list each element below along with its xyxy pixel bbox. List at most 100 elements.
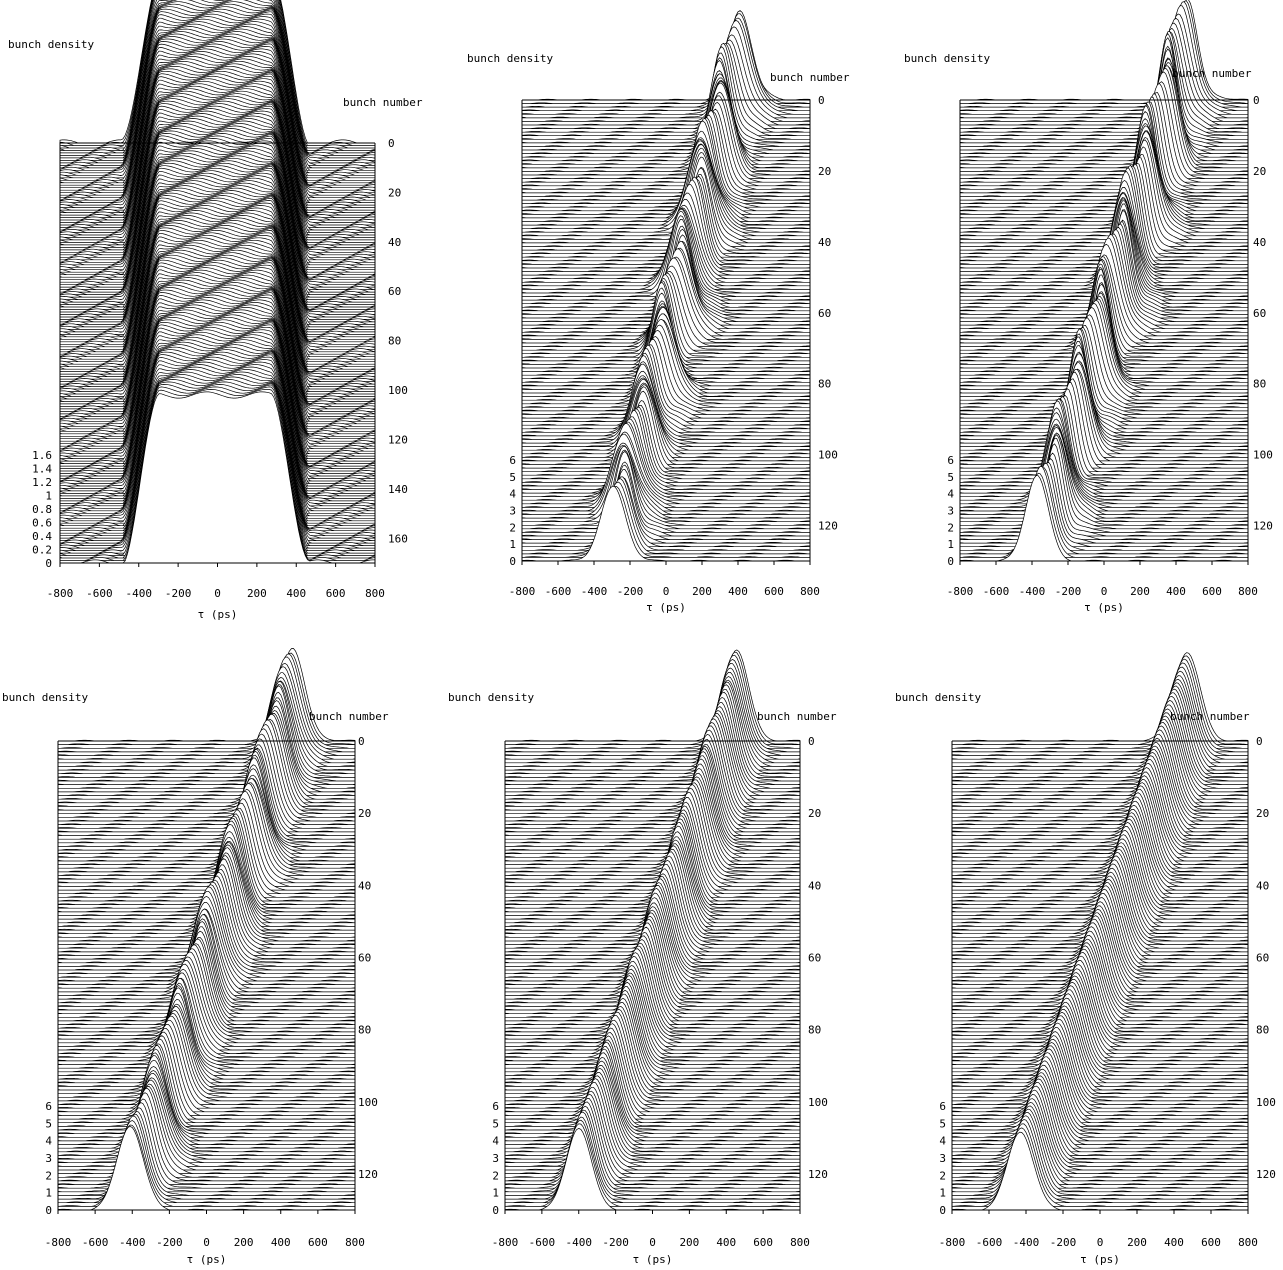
bunch-tick-label: 160 — [388, 532, 408, 545]
trace-bunch-32 — [504, 767, 800, 858]
trace-bunch-85 — [58, 963, 356, 1051]
density-tick-label: 0 — [509, 555, 516, 568]
trace-bunch-32 — [959, 118, 1248, 215]
bunch-axis-label: bunch number — [1172, 67, 1252, 80]
trace-bunch-0 — [522, 12, 811, 101]
trace-bunch-104 — [522, 400, 811, 473]
density-tick-label: 0.8 — [32, 503, 52, 516]
bunch-tick-label: 40 — [358, 879, 371, 892]
density-tick-label: 1.2 — [32, 476, 52, 489]
bunch-tick-label: 60 — [808, 951, 821, 964]
trace-bunch-88 — [57, 977, 355, 1062]
bunch-axis-label: bunch number — [309, 710, 389, 723]
trace-bunch-40 — [504, 797, 801, 887]
bunch-axis-label: bunch number — [757, 710, 837, 723]
trace-bunch-125 — [522, 476, 811, 548]
x-tick-label: 200 — [247, 587, 267, 600]
trace-bunch-36 — [58, 782, 356, 873]
trace-bunch-22 — [522, 91, 811, 179]
trace-bunch-100 — [57, 1019, 355, 1105]
trace-bunch-122 — [959, 452, 1248, 537]
trace-bunch-90 — [952, 985, 1249, 1069]
trace-bunch-37 — [505, 784, 800, 876]
density-tick-label: 3 — [947, 505, 954, 518]
trace-bunch-34 — [960, 125, 1249, 222]
trace-bunch-29 — [952, 759, 1249, 847]
trace-bunch-84 — [960, 306, 1249, 401]
x-tick-label: 0 — [203, 1236, 210, 1249]
trace-bunch-98 — [58, 1013, 356, 1098]
trace-bunch-30 — [960, 105, 1248, 208]
trace-bunch-102 — [504, 1027, 800, 1113]
density-tick-label: 3 — [939, 1152, 946, 1165]
trace-bunch-94 — [504, 997, 800, 1084]
trace-bunch-115 — [959, 424, 1248, 512]
trace-bunch-101 — [57, 1023, 355, 1109]
trace-bunch-110 — [57, 1055, 356, 1142]
x-tick-label: -200 — [156, 1236, 183, 1249]
trace-bunch-25 — [57, 744, 355, 833]
trace-bunch-101 — [951, 1027, 1248, 1109]
trace-bunch-88 — [504, 975, 800, 1062]
bunch-tick-label: 20 — [358, 807, 371, 820]
trace-bunch-108 — [951, 1052, 1248, 1135]
trace-bunch-38 — [951, 792, 1248, 880]
bunch-tick-label: 20 — [1256, 807, 1269, 820]
trace-bunch-39 — [959, 139, 1248, 240]
bunch-tick-label: 140 — [388, 483, 408, 496]
trace-bunch-35 — [58, 778, 356, 869]
trace-bunch-102 — [57, 1028, 355, 1113]
trace-bunch-105 — [58, 1038, 356, 1124]
bunch-tick-label: 60 — [388, 285, 401, 298]
x-tick-label: 800 — [800, 585, 820, 598]
trace-bunch-33 — [951, 775, 1249, 862]
trace-bunch-27 — [505, 748, 801, 840]
density-tick-label: 2 — [45, 1169, 52, 1182]
trace-bunch-40 — [951, 800, 1249, 887]
density-tick-label: 5 — [492, 1117, 499, 1130]
bunch-tick-label: 40 — [808, 879, 821, 892]
bunch-tick-label: 120 — [358, 1168, 378, 1181]
x-tick-label: -400 — [566, 1236, 593, 1249]
trace-bunch-3 — [959, 5, 1248, 112]
trace-bunch-120 — [522, 451, 810, 530]
density-tick-label: 1 — [509, 538, 516, 551]
trace-bunch-28 — [952, 755, 1249, 844]
trace-bunch-4 — [959, 13, 1248, 115]
trace-bunch-122 — [504, 1101, 800, 1185]
trace-bunch-39 — [504, 791, 800, 884]
trace-bunch-32 — [57, 768, 355, 858]
x-tick-label: 600 — [1202, 585, 1222, 598]
density-tick-label: 3 — [45, 1152, 52, 1165]
trace-bunch-102 — [959, 371, 1248, 465]
trace-bunch-30 — [522, 117, 810, 208]
trace-bunch-99 — [505, 1015, 801, 1102]
trace-bunch-22 — [960, 81, 1249, 179]
trace-bunch-124 — [521, 477, 811, 544]
trace-bunch-107 — [57, 1045, 355, 1131]
x-tick-label: -600 — [82, 1236, 109, 1249]
bunch-tick-label: 60 — [1253, 307, 1266, 320]
trace-bunch-31 — [57, 764, 355, 855]
x-tick-label: -800 — [492, 1236, 519, 1249]
bunch-tick-label: 80 — [1256, 1024, 1269, 1037]
trace-bunch-90 — [58, 982, 356, 1069]
x-tick-label: 400 — [1166, 585, 1186, 598]
trace-bunch-26 — [57, 747, 356, 836]
trace-bunch-106 — [960, 394, 1249, 480]
trace-bunch-93 — [960, 341, 1248, 433]
trace-bunch-110 — [521, 418, 811, 494]
density-tick-label: 0.2 — [32, 544, 52, 557]
trace-bunch-30 — [952, 762, 1248, 851]
trace-bunch-108 — [521, 410, 810, 487]
trace-bunch-97 — [952, 1011, 1249, 1095]
trace-bunch-31 — [504, 763, 800, 855]
trace-bunch-119 — [522, 449, 811, 526]
trace-bunch-37 — [58, 782, 355, 876]
trace-bunch-111 — [960, 407, 1249, 498]
density-axis-label: bunch density — [2, 691, 88, 704]
trace-bunch-91 — [960, 333, 1249, 426]
